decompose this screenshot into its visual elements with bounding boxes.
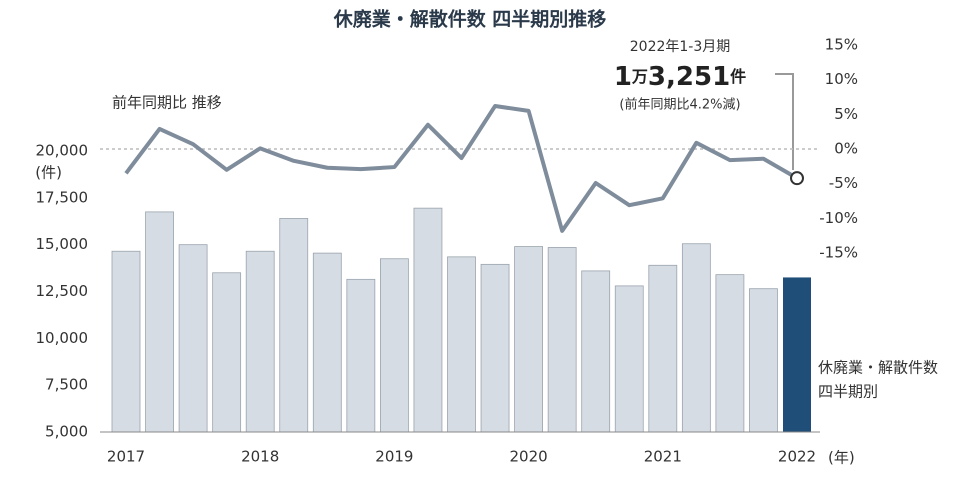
y-tick-label: 12,500 [36,282,89,300]
annotation-part: 3,251 [648,62,730,92]
x-tick-label: 2021 [644,448,682,466]
bar [681,243,711,433]
y-tick-label: 10,000 [36,329,89,347]
y-tick-label: 5,000 [45,423,88,441]
bar-legend: 四半期別 [818,383,878,401]
y-tick-label: 17,500 [36,188,89,206]
annotation-leader [775,73,794,170]
bar [514,246,543,433]
bar [145,211,174,433]
line-legend: 前年同期比 推移 [112,94,222,112]
bar [783,277,811,432]
annotation-part: 万 [631,67,648,86]
y-tick-label: 20,000 [36,142,89,160]
y-tick-label: 7,500 [45,376,88,394]
bar [715,274,745,433]
annotation-part: 1 [614,62,632,92]
x-tick-label: 2019 [375,448,413,466]
bar [245,250,275,433]
y-axis-label: (件) [35,164,62,182]
bar [379,258,409,433]
y2-tick-label: -5% [829,174,858,192]
bar [111,250,141,433]
bar [447,256,476,433]
yoy-line [124,104,799,233]
x-tick-label: 2022 [778,448,816,466]
bar [614,285,644,433]
bar [749,288,778,433]
bar [581,270,611,433]
chart-title: 休廃業・解散件数 四半期別推移 [333,8,607,31]
bar [648,264,678,433]
x-tick-label: 2020 [510,448,548,466]
annotation-period: 2022年1-3月期 [630,39,731,55]
bar [312,252,342,433]
annotation-change: (前年同期比4.2%減) [619,97,740,113]
last-point [790,171,804,186]
bar [413,207,443,433]
x-axis-label: (年) [828,449,855,467]
x-tick-label: 2018 [241,448,279,466]
y2-tick-label: 10% [825,70,858,88]
bar [279,218,309,433]
bar [178,244,208,433]
y2-tick-label: 15% [825,36,858,54]
annotation-value: 1万3,251件 [614,62,746,92]
annotation-part: 件 [730,67,746,86]
y2-tick-label: -10% [819,209,858,227]
bar [547,247,577,433]
y2-tick-label: 0% [834,140,858,158]
bar [346,278,376,433]
y2-tick-label: -15% [819,244,858,262]
y2-tick-label: 5% [834,105,858,123]
bar [480,263,510,433]
bar-legend: 休廃業・解散件数 [818,359,938,377]
x-tick-label: 2017 [107,448,145,466]
y-tick-label: 15,000 [36,235,89,253]
bar [212,272,242,433]
